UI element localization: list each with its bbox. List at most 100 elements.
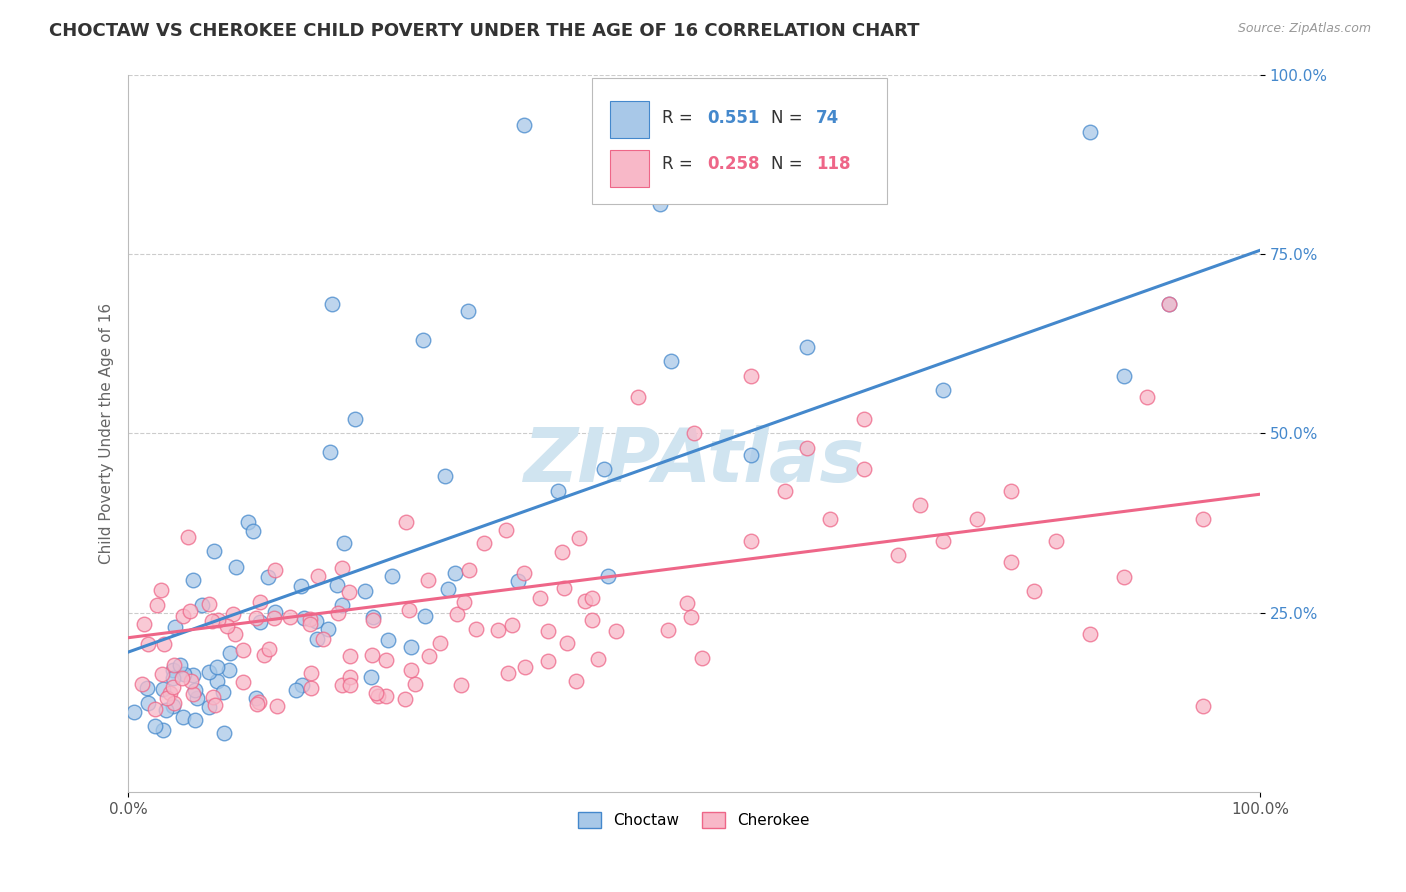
Point	[155, 703, 177, 717]
Point	[263, 611, 285, 625]
Point	[186, 690, 208, 705]
Point	[198, 665, 221, 679]
Point	[225, 560, 247, 574]
Point	[1159, 297, 1181, 311]
Point	[495, 524, 517, 538]
Point	[657, 623, 679, 637]
Point	[247, 695, 270, 709]
Point	[605, 624, 627, 639]
Point	[232, 643, 254, 657]
Point	[343, 412, 366, 426]
Point	[932, 383, 955, 397]
Point	[1114, 570, 1136, 584]
Point	[586, 651, 609, 665]
Point	[537, 653, 560, 667]
Point	[1136, 390, 1159, 404]
Point	[263, 605, 285, 619]
Text: Source: ZipAtlas.com: Source: ZipAtlas.com	[1237, 22, 1371, 36]
Text: 0.551: 0.551	[707, 109, 761, 127]
Point	[236, 516, 259, 530]
Point	[1192, 512, 1215, 526]
Text: N =: N =	[770, 109, 808, 127]
Point	[446, 607, 468, 621]
Point	[337, 585, 360, 599]
Point	[136, 696, 159, 710]
Text: R =: R =	[662, 109, 699, 127]
Point	[596, 569, 619, 583]
Point	[661, 354, 683, 368]
Y-axis label: Child Poverty Under the Age of 16: Child Poverty Under the Age of 16	[100, 302, 114, 564]
Point	[1159, 297, 1181, 311]
Point	[285, 682, 308, 697]
Point	[574, 594, 596, 608]
Point	[501, 618, 523, 632]
Point	[218, 663, 240, 677]
Point	[162, 671, 184, 685]
Point	[222, 607, 245, 621]
Point	[232, 674, 254, 689]
Point	[450, 678, 472, 692]
Point	[301, 666, 323, 681]
Point	[205, 673, 228, 688]
Point	[457, 563, 479, 577]
Text: ZIPAtlas: ZIPAtlas	[523, 425, 865, 499]
Point	[135, 681, 157, 696]
Point	[581, 591, 603, 605]
Point	[184, 713, 207, 727]
Point	[457, 304, 479, 318]
Point	[330, 598, 353, 612]
Point	[529, 591, 551, 606]
Text: 118: 118	[817, 155, 851, 173]
FancyBboxPatch shape	[592, 78, 887, 203]
Point	[278, 610, 301, 624]
Point	[201, 614, 224, 628]
Point	[257, 642, 280, 657]
Point	[183, 573, 205, 587]
Point	[444, 566, 467, 581]
Point	[437, 582, 460, 596]
Point	[565, 673, 588, 688]
Point	[465, 622, 488, 636]
Point	[404, 677, 426, 691]
Text: R =: R =	[662, 155, 699, 173]
Point	[156, 690, 179, 705]
Point	[395, 515, 418, 529]
Point	[211, 685, 233, 699]
Point	[513, 566, 536, 581]
Point	[568, 531, 591, 545]
Point	[818, 512, 841, 526]
Text: 74: 74	[817, 109, 839, 127]
Point	[339, 648, 361, 663]
Point	[177, 530, 200, 544]
Point	[1078, 125, 1101, 139]
Point	[190, 599, 212, 613]
Point	[339, 670, 361, 684]
Point	[1000, 483, 1022, 498]
Point	[377, 633, 399, 648]
Point	[1078, 627, 1101, 641]
Point	[679, 609, 702, 624]
Point	[551, 545, 574, 559]
Point	[1022, 584, 1045, 599]
FancyBboxPatch shape	[610, 101, 648, 138]
Point	[266, 698, 288, 713]
Point	[626, 390, 648, 404]
Point	[201, 690, 224, 705]
Point	[162, 663, 184, 677]
Point	[181, 687, 204, 701]
Point	[434, 469, 457, 483]
Point	[796, 441, 818, 455]
Point	[131, 677, 153, 691]
Point	[207, 613, 229, 627]
Point	[152, 723, 174, 738]
Point	[162, 680, 184, 694]
Point	[181, 668, 204, 682]
Point	[330, 561, 353, 575]
Point	[301, 681, 323, 695]
Text: CHOCTAW VS CHEROKEE CHILD POVERTY UNDER THE AGE OF 16 CORRELATION CHART: CHOCTAW VS CHEROKEE CHILD POVERTY UNDER …	[49, 22, 920, 40]
Point	[249, 615, 271, 630]
Point	[326, 606, 349, 620]
Point	[363, 613, 385, 627]
Point	[224, 627, 246, 641]
Point	[796, 340, 818, 354]
